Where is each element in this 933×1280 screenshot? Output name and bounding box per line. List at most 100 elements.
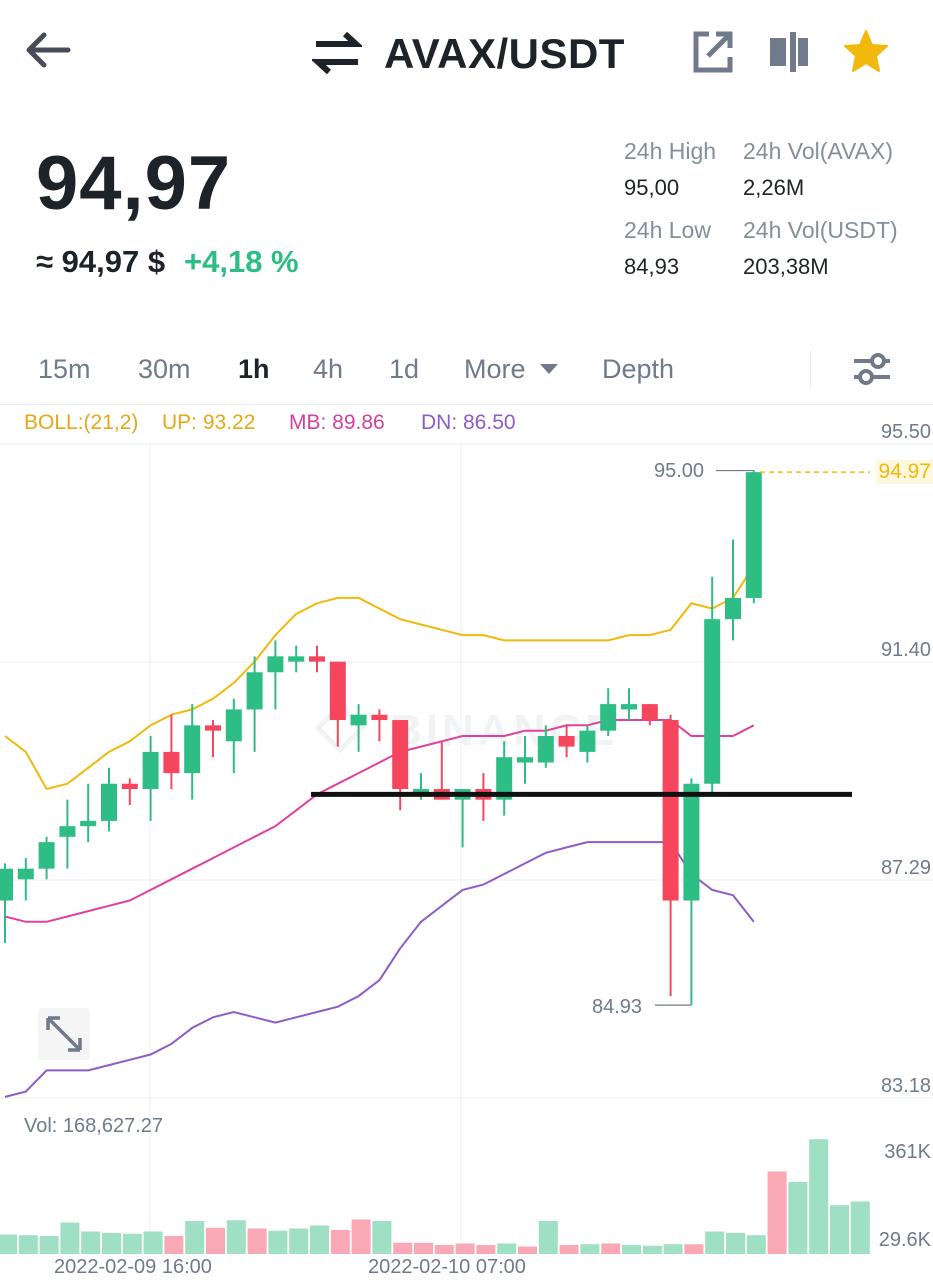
high-price-marker: 95.00 <box>654 460 705 482</box>
volume-bar-1 <box>18 1235 38 1254</box>
volume-bar-31 <box>642 1245 662 1254</box>
volume-bar-37 <box>767 1171 787 1254</box>
stat-high-value: 95,00 <box>624 175 680 200</box>
date-label-1: 2022-02-10 07:00 <box>368 1256 526 1278</box>
volume-bar-26 <box>538 1221 558 1254</box>
candle-body-30 <box>621 704 637 710</box>
candle-body-18 <box>371 714 388 721</box>
candle-body-25 <box>517 757 533 763</box>
volume-bar-13 <box>268 1230 288 1254</box>
volume-tick-1: 29.6K <box>878 1229 931 1251</box>
candle-body-19 <box>392 720 409 790</box>
volume-bar-23 <box>476 1245 496 1254</box>
volume-bar-32 <box>663 1244 683 1254</box>
arrow-left-icon <box>26 32 71 68</box>
volume-bar-4 <box>81 1231 101 1254</box>
candle-body-15 <box>309 656 325 662</box>
back-button[interactable] <box>24 30 72 70</box>
volume-bar-27 <box>559 1245 579 1254</box>
tabs-bottom-border <box>0 404 933 405</box>
volume-bar-28 <box>580 1244 600 1254</box>
share-button[interactable] <box>692 30 734 74</box>
candle-body-36 <box>745 472 762 598</box>
volume-bar-25 <box>518 1246 537 1254</box>
candle-body-12 <box>246 672 263 710</box>
tab-4h[interactable]: 4h <box>313 354 344 384</box>
tab-1h[interactable]: 1h <box>238 354 270 384</box>
volume-bar-22 <box>455 1243 475 1254</box>
chart-settings-button[interactable] <box>852 351 892 387</box>
last-price-tag: 94.97 <box>876 460 933 484</box>
candle-body-20 <box>413 789 429 793</box>
swap-arrows-icon <box>310 31 364 75</box>
candle-body-17 <box>350 714 367 726</box>
volume-bar-39 <box>809 1139 829 1254</box>
candle-body-33 <box>683 783 700 901</box>
split-view-icon <box>770 32 808 72</box>
layout-button[interactable] <box>768 28 810 76</box>
tab-more[interactable]: More <box>464 354 559 385</box>
price-change-percent: +4,18 % <box>184 244 299 279</box>
volume-bar-6 <box>122 1233 142 1254</box>
volume-bar-16 <box>330 1230 350 1254</box>
boll-lower-line <box>4 841 755 1098</box>
sliders-icon <box>854 353 890 385</box>
boll-dn-label: DN: 86.50 <box>421 411 516 434</box>
stat-vol-quote-label: 24h Vol(USDT) <box>743 217 898 243</box>
boll-mb-label: MB: 89.86 <box>289 411 385 434</box>
low-price-marker: 84.93 <box>592 996 643 1018</box>
volume-bar-14 <box>289 1228 309 1254</box>
pair-title[interactable]: AVAX/USDT <box>384 30 625 77</box>
stat-vol-quote-value: 203,38M <box>743 254 829 279</box>
volume-bar-0 <box>0 1234 17 1254</box>
volume-bar-17 <box>351 1219 371 1254</box>
volume-bar-40 <box>830 1205 849 1254</box>
volume-bar-3 <box>60 1222 80 1254</box>
price-tick-1: 91.40 <box>880 639 931 661</box>
tab-15m[interactable]: 15m <box>38 354 91 384</box>
candle-body-16 <box>329 661 346 721</box>
volume-bar-7 <box>143 1231 163 1254</box>
candle-body-11 <box>225 709 242 742</box>
stat-vol-base-value: 2,26M <box>743 175 805 200</box>
candle-body-1 <box>17 868 34 880</box>
tab-1d[interactable]: 1d <box>389 354 420 384</box>
boll-upper-line <box>4 565 755 791</box>
tab-depth[interactable]: Depth <box>602 354 675 384</box>
stat-high-label: 24h High <box>624 138 717 164</box>
swap-pair-button[interactable] <box>310 30 364 76</box>
volume-bar-18 <box>372 1221 392 1254</box>
candle-body-7 <box>142 751 159 790</box>
candle-body-28 <box>579 730 596 752</box>
tab-30m[interactable]: 30m <box>138 354 191 384</box>
volume-bar-21 <box>434 1245 454 1254</box>
candle-body-27 <box>558 735 575 747</box>
boll-middle-line <box>4 719 755 923</box>
candle-body-29 <box>600 704 617 731</box>
price-tick-2: 87.29 <box>880 857 931 879</box>
candle-body-0 <box>0 868 13 901</box>
candle-body-2 <box>38 842 55 869</box>
volume-bar-2 <box>39 1236 59 1254</box>
tab-divider <box>810 350 811 388</box>
volume-tick-0: 361K <box>884 1141 931 1163</box>
volume-bar-33 <box>684 1244 704 1254</box>
expand-chart-button[interactable] <box>38 1008 90 1060</box>
stat-low-value: 84,93 <box>624 254 680 279</box>
candle-body-14 <box>288 656 305 662</box>
volume-bar-36 <box>746 1235 766 1254</box>
boll-up-label: UP: 93.22 <box>162 411 256 434</box>
boll-label: BOLL:(21,2) <box>24 411 139 434</box>
volume-bar-34 <box>705 1231 725 1254</box>
volume-bar-10 <box>206 1227 225 1254</box>
candle-body-10 <box>205 725 221 731</box>
favorite-button[interactable] <box>842 28 890 76</box>
volume-bar-35 <box>726 1233 745 1254</box>
volume-bar-29 <box>601 1243 621 1254</box>
volume-bar-11 <box>226 1220 246 1254</box>
caret-down-icon <box>540 364 559 374</box>
candle-body-6 <box>121 783 138 790</box>
volume-bar-19 <box>393 1242 413 1254</box>
stat-low-label: 24h Low <box>624 217 711 243</box>
